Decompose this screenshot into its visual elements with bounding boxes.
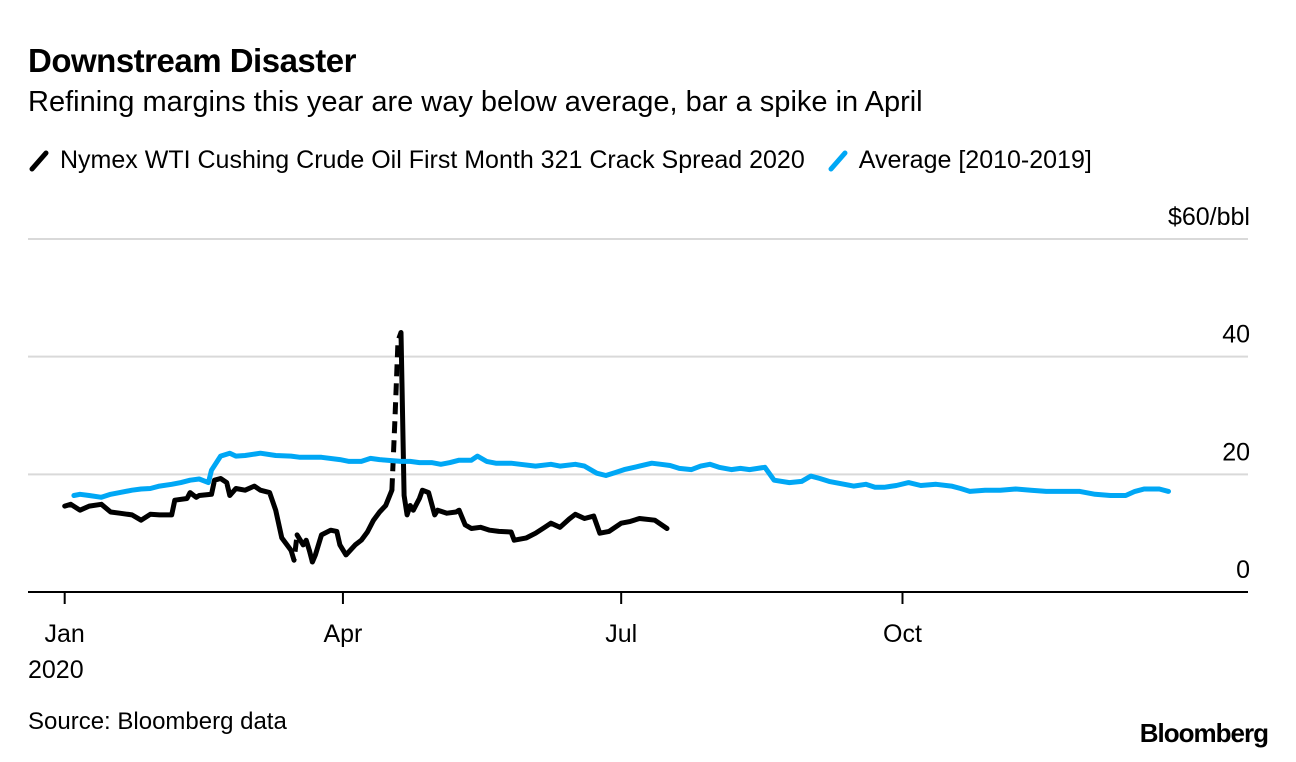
legend-swatch-icon	[29, 150, 49, 171]
x-tick-sublabel: 2020	[28, 656, 84, 684]
series-line-wti-crack-spread	[62, 476, 294, 553]
legend-label: Average [2010-2019]	[858, 146, 1092, 174]
y-tick-label: $60/bbl	[1168, 203, 1250, 231]
x-tick-label: Oct	[883, 620, 922, 648]
series-line-average	[71, 450, 1171, 500]
x-tick-label: Jan	[45, 620, 85, 648]
x-tick-label: Apr	[323, 620, 362, 648]
legend-swatch-icon	[828, 150, 848, 171]
series-line-wti-crack-spread	[398, 330, 670, 543]
y-tick-label: 0	[1236, 556, 1250, 584]
chart-subtitle: Refining margins this year are way below…	[28, 86, 923, 118]
y-tick-label: 40	[1222, 321, 1250, 349]
series-line-wti-crack-spread	[288, 534, 300, 563]
chart-title: Downstream Disaster	[28, 42, 356, 79]
series-line-wti-crack-spread	[309, 487, 395, 565]
x-tick-label: Jul	[605, 620, 637, 648]
source-note: Source: Bloomberg data	[28, 708, 287, 735]
legend-item-wti: Nymex WTI Cushing Crude Oil First Month …	[28, 146, 805, 175]
y-tick-label: 20	[1222, 438, 1250, 466]
bloomberg-logo: Bloomberg	[1139, 718, 1269, 748]
legend-item-average: Average [2010-2019]	[827, 146, 1092, 175]
legend: Nymex WTI Cushing Crude Oil First Month …	[28, 146, 1114, 175]
series-line-wti-crack-spread	[294, 532, 312, 553]
legend-label: Nymex WTI Cushing Crude Oil First Month …	[60, 146, 805, 174]
